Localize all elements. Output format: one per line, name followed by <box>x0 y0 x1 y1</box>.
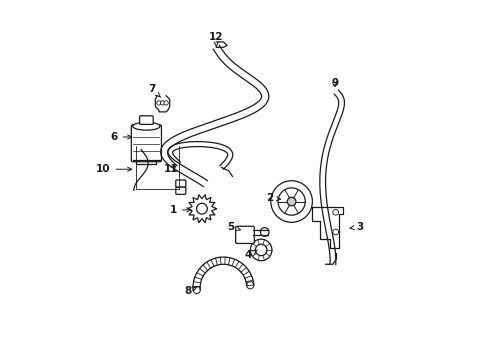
FancyBboxPatch shape <box>140 116 153 125</box>
Text: 1: 1 <box>170 206 191 216</box>
Circle shape <box>250 239 272 261</box>
Text: 7: 7 <box>148 84 160 97</box>
Circle shape <box>333 210 339 215</box>
Circle shape <box>160 101 165 105</box>
Circle shape <box>196 203 207 214</box>
Circle shape <box>255 244 267 256</box>
Text: 8: 8 <box>184 286 197 296</box>
Text: 10: 10 <box>96 164 132 174</box>
Circle shape <box>246 282 254 289</box>
Text: 11: 11 <box>164 164 179 174</box>
Circle shape <box>260 228 269 236</box>
Circle shape <box>333 229 339 235</box>
FancyBboxPatch shape <box>176 180 186 187</box>
Circle shape <box>164 101 168 105</box>
FancyBboxPatch shape <box>131 125 161 162</box>
FancyBboxPatch shape <box>176 187 186 194</box>
FancyBboxPatch shape <box>236 226 254 243</box>
Circle shape <box>278 188 305 215</box>
Ellipse shape <box>133 122 160 130</box>
Circle shape <box>271 181 313 222</box>
Circle shape <box>287 197 296 206</box>
Text: 12: 12 <box>209 32 223 47</box>
Text: 3: 3 <box>350 222 364 231</box>
Text: 2: 2 <box>267 193 281 203</box>
Circle shape <box>193 286 200 293</box>
Text: 6: 6 <box>110 132 132 142</box>
Text: 4: 4 <box>245 250 257 260</box>
Circle shape <box>157 101 161 105</box>
Text: 5: 5 <box>227 222 241 231</box>
Text: 9: 9 <box>331 78 338 88</box>
